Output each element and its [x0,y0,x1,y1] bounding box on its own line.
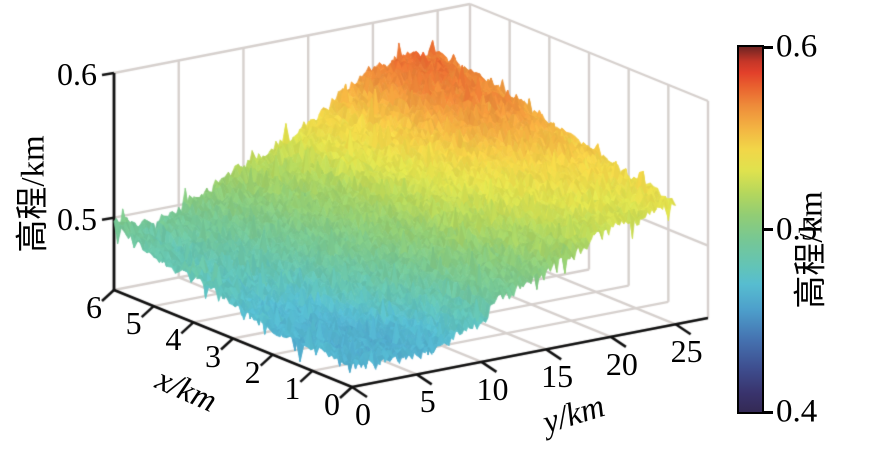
colorbar-label: 高程/km [793,191,830,309]
colorbar-tick [764,228,773,231]
y-tick-label: 5 [419,383,436,420]
colorbar-gradient [737,45,764,414]
x-tick-label: 3 [205,337,221,374]
colorbar-tick [764,410,773,414]
y-tick-label: 15 [541,358,574,395]
colorbar-tick-label: 0.6 [776,28,818,65]
colorbar-tick-label: 0.5 [776,211,818,247]
x-tick-label: 1 [284,369,301,406]
y-tick-label: 0 [355,396,371,432]
colorbar-tick [764,45,773,49]
z-tick-label: 0.6 [57,56,97,92]
y-tick-label: 20 [605,345,638,382]
x-tick-label: 0 [324,386,340,422]
y-tick-label: 25 [670,333,703,370]
x-tick-label: 2 [244,353,261,390]
x-tick-label: 4 [165,321,182,358]
z-axis-label: 高程/km [15,135,52,253]
z-tick-label: 0.5 [57,200,97,237]
x-tick-label: 5 [125,305,142,342]
y-tick-label: 10 [476,370,509,407]
colorbar-tick-label: 0.4 [776,393,818,430]
x-tick-label: 6 [86,289,102,325]
